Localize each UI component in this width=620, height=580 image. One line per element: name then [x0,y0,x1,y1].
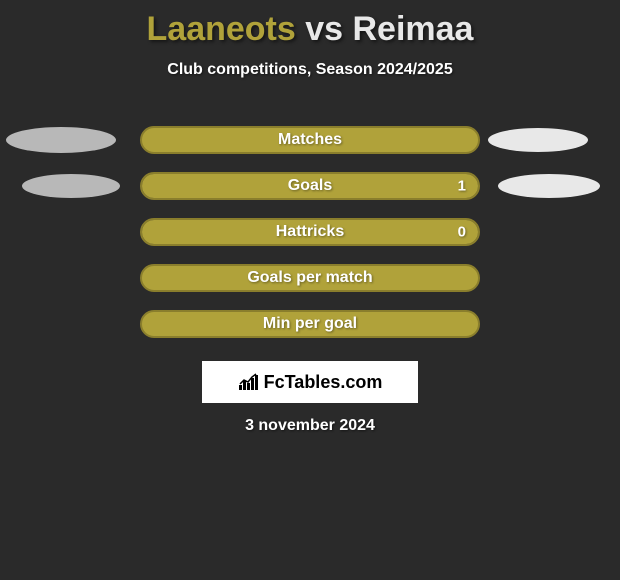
player1-name: Laaneots [147,10,296,48]
player1-marker [6,127,116,153]
brand-label: FcTables.com [264,372,383,393]
stat-row: Goals per match [0,255,620,301]
stat-bar: Min per goal [140,310,480,338]
chart-icon [238,373,260,391]
stat-row: Matches [0,117,620,163]
stat-bar: Goals 1 [140,172,480,200]
comparison-title: Laaneots vs Reimaa [0,0,620,49]
stat-row: Min per goal [0,301,620,347]
stat-label: Matches [278,131,342,149]
player2-name: Reimaa [353,10,474,48]
stat-row: Hattricks 0 [0,209,620,255]
date-text: 3 november 2024 [0,417,620,435]
stat-label: Goals [288,177,332,195]
comparison-chart: Matches Goals 1 Hattricks 0 Goals per match Mi… [0,117,620,347]
subtitle: Club competitions, Season 2024/2025 [0,61,620,79]
player2-marker [488,128,588,152]
brand-text: FcTables.com [238,372,383,393]
stat-label: Hattricks [276,223,344,241]
stat-label: Min per goal [263,315,357,333]
player2-marker [498,174,600,198]
stat-value-right: 1 [458,178,466,195]
vs-text: vs [296,10,353,48]
stat-row: Goals 1 [0,163,620,209]
stat-bar: Hattricks 0 [140,218,480,246]
stat-bar: Goals per match [140,264,480,292]
brand-box: FcTables.com [202,361,418,403]
stat-value-right: 0 [458,224,466,241]
stat-bar: Matches [140,126,480,154]
player1-marker [22,174,120,198]
stat-label: Goals per match [247,269,372,287]
